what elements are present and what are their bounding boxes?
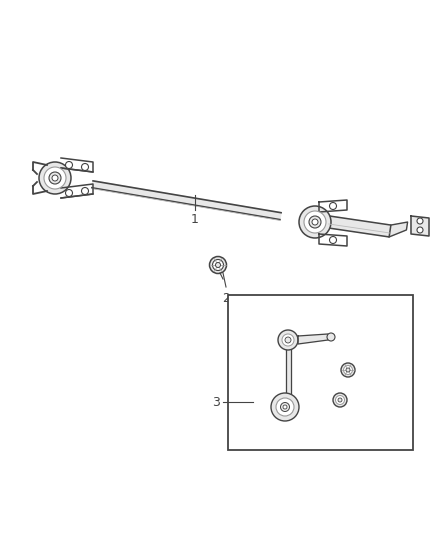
Circle shape bbox=[271, 393, 299, 421]
Circle shape bbox=[285, 337, 291, 343]
Circle shape bbox=[346, 368, 350, 372]
Circle shape bbox=[417, 227, 423, 233]
Circle shape bbox=[338, 398, 342, 402]
Circle shape bbox=[333, 393, 347, 407]
Circle shape bbox=[49, 172, 61, 184]
Circle shape bbox=[312, 219, 318, 225]
Polygon shape bbox=[389, 222, 408, 237]
Bar bbox=[228, 295, 413, 450]
Polygon shape bbox=[286, 348, 290, 401]
Text: 1: 1 bbox=[191, 213, 199, 226]
Polygon shape bbox=[92, 181, 281, 220]
Circle shape bbox=[336, 395, 345, 405]
Polygon shape bbox=[411, 216, 429, 236]
Circle shape bbox=[329, 237, 336, 244]
Circle shape bbox=[52, 175, 58, 181]
Polygon shape bbox=[328, 216, 391, 237]
Circle shape bbox=[329, 203, 336, 209]
Circle shape bbox=[282, 334, 294, 346]
Text: 3: 3 bbox=[212, 395, 220, 408]
Circle shape bbox=[283, 405, 287, 409]
Circle shape bbox=[276, 398, 294, 416]
Circle shape bbox=[309, 216, 321, 228]
Circle shape bbox=[44, 167, 66, 189]
Circle shape bbox=[212, 260, 223, 271]
Circle shape bbox=[304, 211, 326, 233]
Circle shape bbox=[327, 333, 335, 341]
Circle shape bbox=[417, 218, 423, 224]
Circle shape bbox=[299, 206, 331, 238]
Circle shape bbox=[215, 262, 220, 268]
Circle shape bbox=[343, 366, 353, 375]
Circle shape bbox=[81, 164, 88, 171]
Circle shape bbox=[341, 363, 355, 377]
Polygon shape bbox=[298, 334, 328, 344]
Circle shape bbox=[66, 161, 73, 168]
Text: 2: 2 bbox=[222, 292, 230, 305]
Circle shape bbox=[81, 188, 88, 195]
Circle shape bbox=[278, 330, 298, 350]
Circle shape bbox=[280, 402, 290, 411]
Text: 4: 4 bbox=[363, 378, 371, 392]
Circle shape bbox=[66, 190, 73, 197]
Circle shape bbox=[39, 162, 71, 194]
Circle shape bbox=[209, 256, 226, 273]
